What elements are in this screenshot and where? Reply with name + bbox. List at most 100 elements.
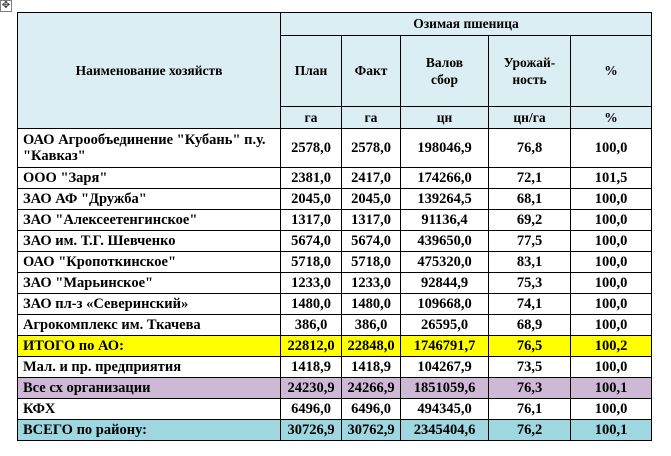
plan-cell: 2381,0: [280, 167, 342, 189]
plan-cell: 2578,0: [280, 128, 342, 168]
fact-cell: 1480,0: [341, 293, 401, 315]
table-row: ЗАО "Алексеетенгинское" 1317,0 1317,0 91136…: [17, 209, 653, 231]
header-yield-label: Урожай-ность: [503, 55, 556, 87]
yield-cell: 68,1: [488, 188, 571, 210]
header-group: Озимая пшеница: [279, 12, 653, 36]
yield-cell: 76,5: [488, 335, 571, 357]
header-name-col: Наименование хозяйств: [17, 12, 281, 129]
table-row: ОАО "Кропоткинское" 5718,0 5718,0 475320,0 8…: [17, 251, 653, 273]
table-row: КФХ 6496,0 6496,0 494345,0 76,1 100,0: [17, 398, 653, 420]
yield-cell: 77,5: [488, 230, 571, 252]
percent-cell: 100,2: [569, 335, 653, 357]
plan-cell: 6496,0: [280, 398, 342, 420]
gross-cell: 139264,5: [400, 188, 489, 210]
fact-cell: 30762,9: [341, 419, 401, 441]
table-row: ЗАО АФ "Дружба" 2045,0 2045,0 139264,5 68,1 1…: [17, 188, 653, 210]
farm-name-cell: КФХ: [17, 398, 281, 420]
header-gross-label: Валов сбор: [425, 55, 464, 87]
fact-cell: 6496,0: [341, 398, 401, 420]
plan-cell: 22812,0: [280, 335, 342, 357]
yield-cell: 68,9: [488, 314, 571, 336]
farm-name-cell: ИТОГО по АО:: [17, 335, 281, 357]
fact-cell: 2045,0: [341, 188, 401, 210]
yield-cell: 76,3: [488, 377, 571, 399]
yield-cell: 83,1: [488, 251, 571, 273]
fact-cell: 1418,9: [341, 356, 401, 378]
percent-cell: 100,0: [569, 356, 653, 378]
table-row: ИТОГО по АО: 22812,0 22848,0 1746791,7 76,5 1…: [17, 335, 653, 357]
yield-cell: 73,5: [488, 356, 571, 378]
table-row: ЗАО им. Т.Г. Шевченко 5674,0 5674,0 439650,…: [17, 230, 653, 252]
farm-name-cell: Агрокомплекс им. Ткачева: [17, 314, 281, 336]
gross-cell: 91136,4: [400, 209, 489, 231]
unit-ha-plan: га: [280, 106, 342, 129]
plan-cell: 1418,9: [280, 356, 342, 378]
table-row: ООО "Заря" 2381,0 2417,0 174266,0 72,1 101,5: [17, 167, 653, 189]
yield-cell: 76,2: [488, 419, 571, 441]
unit-ha-fact: га: [341, 106, 401, 129]
yield-cell: 76,1: [488, 398, 571, 420]
farm-name-cell: ЗАО им. Т.Г. Шевченко: [17, 230, 281, 252]
percent-cell: 100,0: [569, 230, 653, 252]
plan-cell: 386,0: [280, 314, 342, 336]
percent-cell: 100,1: [569, 419, 653, 441]
unit-percent: %: [569, 106, 653, 129]
table-row: Мал. и пр. предприятия 1418,9 1418,9 104267…: [17, 356, 653, 378]
header-plan: План: [280, 35, 342, 107]
farm-name-cell: ЗАО АФ "Дружба": [17, 188, 281, 210]
yield-cell: 69,2: [488, 209, 571, 231]
plan-cell: 24230,9: [280, 377, 342, 399]
fact-cell: 5718,0: [341, 251, 401, 273]
percent-cell: 100,0: [569, 188, 653, 210]
farm-name-cell: Все сх организации: [17, 377, 281, 399]
winter-wheat-table: Наименование хозяйств Озимая пшеница Пла…: [17, 12, 653, 441]
header-yield: Урожай-ность: [488, 35, 571, 107]
percent-cell: 100,0: [569, 314, 653, 336]
table-row: Агрокомплекс им. Ткачева 386,0 386,0 26595,…: [17, 314, 653, 336]
gross-cell: 92844,9: [400, 272, 489, 294]
percent-cell: 100,0: [569, 272, 653, 294]
yield-cell: 72,1: [488, 167, 571, 189]
gross-cell: 1746791,7: [400, 335, 489, 357]
percent-cell: 100,1: [569, 377, 653, 399]
gross-cell: 104267,9: [400, 356, 489, 378]
gross-cell: 174266,0: [400, 167, 489, 189]
plan-cell: 5674,0: [280, 230, 342, 252]
unit-cn-ha: цн/га: [488, 106, 571, 129]
gross-cell: 494345,0: [400, 398, 489, 420]
gross-cell: 439650,0: [400, 230, 489, 252]
yield-cell: 75,3: [488, 272, 571, 294]
farm-name-cell: Мал. и пр. предприятия: [17, 356, 281, 378]
gross-cell: 2345404,6: [400, 419, 489, 441]
header-fact: Факт: [341, 35, 401, 107]
fact-cell: 2578,0: [341, 128, 401, 168]
gross-cell: 1851059,6: [400, 377, 489, 399]
table-row: ЗАО пл-з «Северинский» 1480,0 1480,0 109668…: [17, 293, 653, 315]
fact-cell: 2417,0: [341, 167, 401, 189]
percent-cell: 100,0: [569, 128, 653, 168]
yield-cell: 74,1: [488, 293, 571, 315]
gross-cell: 198046,9: [400, 128, 489, 168]
farm-name-cell: ЗАО пл-з «Северинский»: [17, 293, 281, 315]
percent-cell: 100,0: [569, 398, 653, 420]
farm-name-cell: ЗАО "Марьинское": [17, 272, 281, 294]
farm-name-cell: ЗАО "Алексеетенгинское": [17, 209, 281, 231]
fact-cell: 5674,0: [341, 230, 401, 252]
percent-cell: 100,0: [569, 251, 653, 273]
plan-cell: 1480,0: [280, 293, 342, 315]
percent-cell: 100,0: [569, 293, 653, 315]
yield-cell: 76,8: [488, 128, 571, 168]
fact-cell: 22848,0: [341, 335, 401, 357]
percent-cell: 101,5: [569, 167, 653, 189]
fact-cell: 1233,0: [341, 272, 401, 294]
plan-cell: 30726,9: [280, 419, 342, 441]
gross-cell: 26595,0: [400, 314, 489, 336]
fact-cell: 386,0: [341, 314, 401, 336]
table-row: ОАО Агрообъединение "Кубань" п.у. "Кавка…: [17, 128, 653, 168]
plan-cell: 2045,0: [280, 188, 342, 210]
gross-cell: 109668,0: [400, 293, 489, 315]
farm-name-cell: ООО "Заря": [17, 167, 281, 189]
move-handle-icon[interactable]: ✥: [0, 0, 12, 12]
table-row: ВСЕГО по району: 30726,9 30762,9 2345404,6 7…: [17, 419, 653, 441]
plan-cell: 5718,0: [280, 251, 342, 273]
